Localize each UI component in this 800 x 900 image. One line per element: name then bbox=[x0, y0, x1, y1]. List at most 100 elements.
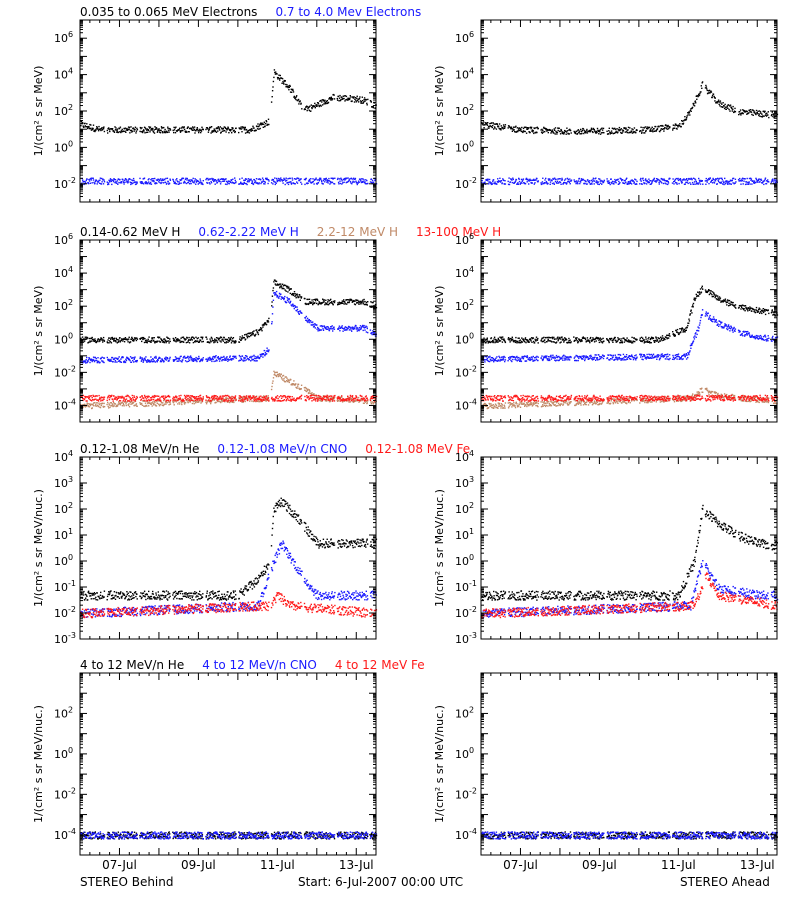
data-point bbox=[338, 395, 340, 398]
data-point bbox=[135, 132, 137, 134]
data-point bbox=[295, 383, 297, 385]
data-point bbox=[363, 101, 365, 103]
data-point bbox=[175, 358, 177, 360]
data-point bbox=[522, 130, 525, 132]
data-point bbox=[277, 78, 279, 80]
data-point bbox=[372, 332, 374, 334]
data-point bbox=[494, 127, 496, 129]
data-point bbox=[88, 126, 90, 128]
legend-entry: 0.14-0.62 MeV H bbox=[80, 225, 180, 239]
data-point bbox=[530, 126, 533, 129]
data-point bbox=[349, 298, 352, 301]
data-point bbox=[709, 92, 711, 94]
data-point bbox=[650, 180, 652, 182]
data-point bbox=[100, 357, 102, 359]
data-point bbox=[340, 177, 342, 179]
data-point bbox=[555, 178, 557, 181]
data-point bbox=[723, 107, 726, 110]
data-point bbox=[579, 181, 582, 183]
data-point bbox=[211, 357, 214, 360]
data-point bbox=[258, 329, 261, 332]
data-point bbox=[317, 303, 320, 305]
data-point bbox=[224, 178, 226, 180]
data-point bbox=[717, 177, 719, 180]
data-point bbox=[507, 127, 509, 129]
data-point bbox=[313, 325, 315, 328]
data-point bbox=[140, 131, 143, 133]
y-tick-label: 104 bbox=[455, 67, 474, 82]
data-point bbox=[332, 399, 335, 401]
data-point bbox=[96, 399, 98, 401]
data-point bbox=[708, 92, 710, 94]
data-point bbox=[344, 301, 346, 303]
data-point bbox=[564, 130, 567, 133]
data-point bbox=[245, 178, 248, 180]
data-point bbox=[208, 178, 210, 181]
data-point bbox=[224, 129, 226, 132]
data-point bbox=[84, 336, 86, 338]
data-point bbox=[120, 131, 122, 134]
data-point bbox=[325, 299, 327, 301]
data-point bbox=[199, 129, 201, 132]
data-point bbox=[108, 407, 110, 409]
data-point bbox=[156, 402, 158, 404]
data-point bbox=[196, 180, 198, 183]
data-point bbox=[328, 180, 331, 182]
data-point bbox=[281, 82, 283, 84]
data-point bbox=[234, 342, 236, 344]
data-point bbox=[220, 181, 222, 183]
data-point bbox=[731, 107, 733, 110]
data-point bbox=[593, 183, 595, 185]
data-point bbox=[314, 102, 316, 105]
data-point bbox=[522, 178, 525, 180]
data-point bbox=[163, 360, 165, 362]
data-point bbox=[711, 182, 714, 184]
data-point bbox=[592, 131, 594, 134]
data-point bbox=[614, 128, 617, 130]
data-point bbox=[280, 293, 282, 295]
data-point bbox=[279, 287, 281, 289]
data-point bbox=[229, 398, 232, 400]
data-point bbox=[280, 373, 282, 375]
data-point bbox=[674, 180, 676, 182]
data-point bbox=[94, 356, 96, 359]
data-point bbox=[136, 338, 139, 340]
data-point bbox=[701, 81, 704, 83]
data-point bbox=[667, 182, 670, 184]
data-point bbox=[504, 183, 507, 185]
data-point bbox=[329, 328, 332, 330]
data-point bbox=[257, 399, 259, 402]
data-point bbox=[331, 99, 333, 101]
data-point bbox=[241, 355, 244, 357]
data-point bbox=[324, 99, 326, 101]
data-point bbox=[283, 378, 285, 380]
data-point bbox=[200, 402, 202, 404]
data-point bbox=[710, 91, 713, 93]
data-point bbox=[631, 128, 633, 130]
data-point bbox=[569, 129, 572, 132]
data-point bbox=[106, 181, 108, 183]
data-point bbox=[663, 130, 665, 132]
data-point bbox=[323, 178, 326, 181]
data-point bbox=[547, 178, 550, 180]
data-point bbox=[199, 397, 201, 399]
data-point bbox=[331, 325, 333, 327]
data-point bbox=[565, 182, 567, 184]
data-point bbox=[319, 301, 321, 304]
data-point bbox=[92, 338, 94, 341]
data-point bbox=[183, 402, 185, 404]
data-point bbox=[305, 319, 307, 321]
data-point bbox=[306, 320, 308, 323]
data-point bbox=[250, 128, 253, 130]
data-point bbox=[261, 330, 263, 332]
data-point bbox=[233, 355, 235, 357]
data-point bbox=[251, 358, 254, 361]
data-point bbox=[621, 129, 624, 131]
data-point bbox=[626, 183, 629, 185]
data-point bbox=[123, 181, 125, 184]
data-point bbox=[254, 180, 257, 182]
data-point bbox=[288, 86, 290, 89]
data-point bbox=[739, 109, 742, 111]
data-point bbox=[330, 96, 332, 98]
data-point bbox=[188, 183, 191, 185]
